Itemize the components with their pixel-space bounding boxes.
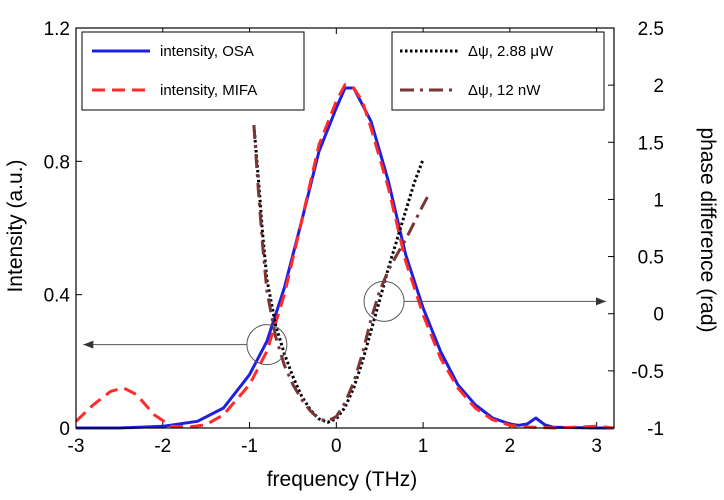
plot-frame: [75, 27, 615, 429]
x-tick-label: -1: [241, 436, 258, 457]
series-line-3: [252, 124, 429, 423]
y-right-tick-label: 1: [653, 190, 664, 211]
series-line-0: [76, 86, 614, 430]
legend-dpsi-12-label: Δψ, 12 nW: [468, 82, 541, 99]
y-right-tick-label: 0.5: [638, 248, 664, 269]
series-layer: [74, 83, 615, 430]
y-axis-right-title: phase difference (rad): [696, 127, 719, 332]
x-axis-title: frequency (THz): [267, 468, 418, 491]
y-right-tick-label: 1.5: [638, 133, 664, 154]
x-tick-label: -3: [68, 436, 85, 457]
y-axis-left-title: Intensity (a.u.): [4, 159, 27, 292]
x-tick-label: 1: [418, 436, 429, 457]
y-right-tick-label: -0.5: [631, 362, 664, 383]
y-right-tick-label: -1: [647, 419, 664, 440]
legend-left-box: [81, 31, 305, 111]
x-tick-label: 3: [591, 436, 602, 457]
legend-dpsi-288-label: Δψ, 2.88 μW: [468, 43, 554, 60]
y-left-tick-label: 0: [59, 419, 70, 440]
x-tick-label: -2: [154, 436, 171, 457]
y-right-tick-label: 2.5: [638, 19, 664, 40]
legend-right-box: [391, 31, 605, 111]
annotation-arrowhead-0: [83, 340, 94, 349]
series-line-2: [252, 124, 425, 424]
legend-left: intensity, OSA intensity, MIFA: [81, 31, 305, 111]
y-right-tick-label: 2: [653, 76, 664, 97]
annotation-arrowhead-1: [596, 297, 606, 306]
ticks-layer: -3 -2 -1 0 1 2 3 0 0.4 0.8 1.2 -1 -0.5 0 0.5 1 1.5 2 2.5: [44, 19, 664, 457]
legend-mifa-label: intensity, MIFA: [160, 82, 257, 99]
legend-osa-label: intensity, OSA: [160, 43, 254, 60]
annotation-layer: [83, 280, 606, 366]
y-left-tick-label: 0.8: [44, 152, 70, 173]
x-tick-label: 0: [331, 436, 342, 457]
x-tick-label: 2: [505, 436, 516, 457]
legend-right: Δψ, 2.88 μW Δψ, 12 nW: [391, 31, 605, 111]
series-line-1: [74, 83, 615, 430]
y-right-tick-label: 0: [653, 305, 664, 326]
y-left-tick-label: 0.4: [44, 286, 71, 307]
y-left-tick-label: 1.2: [44, 19, 70, 40]
